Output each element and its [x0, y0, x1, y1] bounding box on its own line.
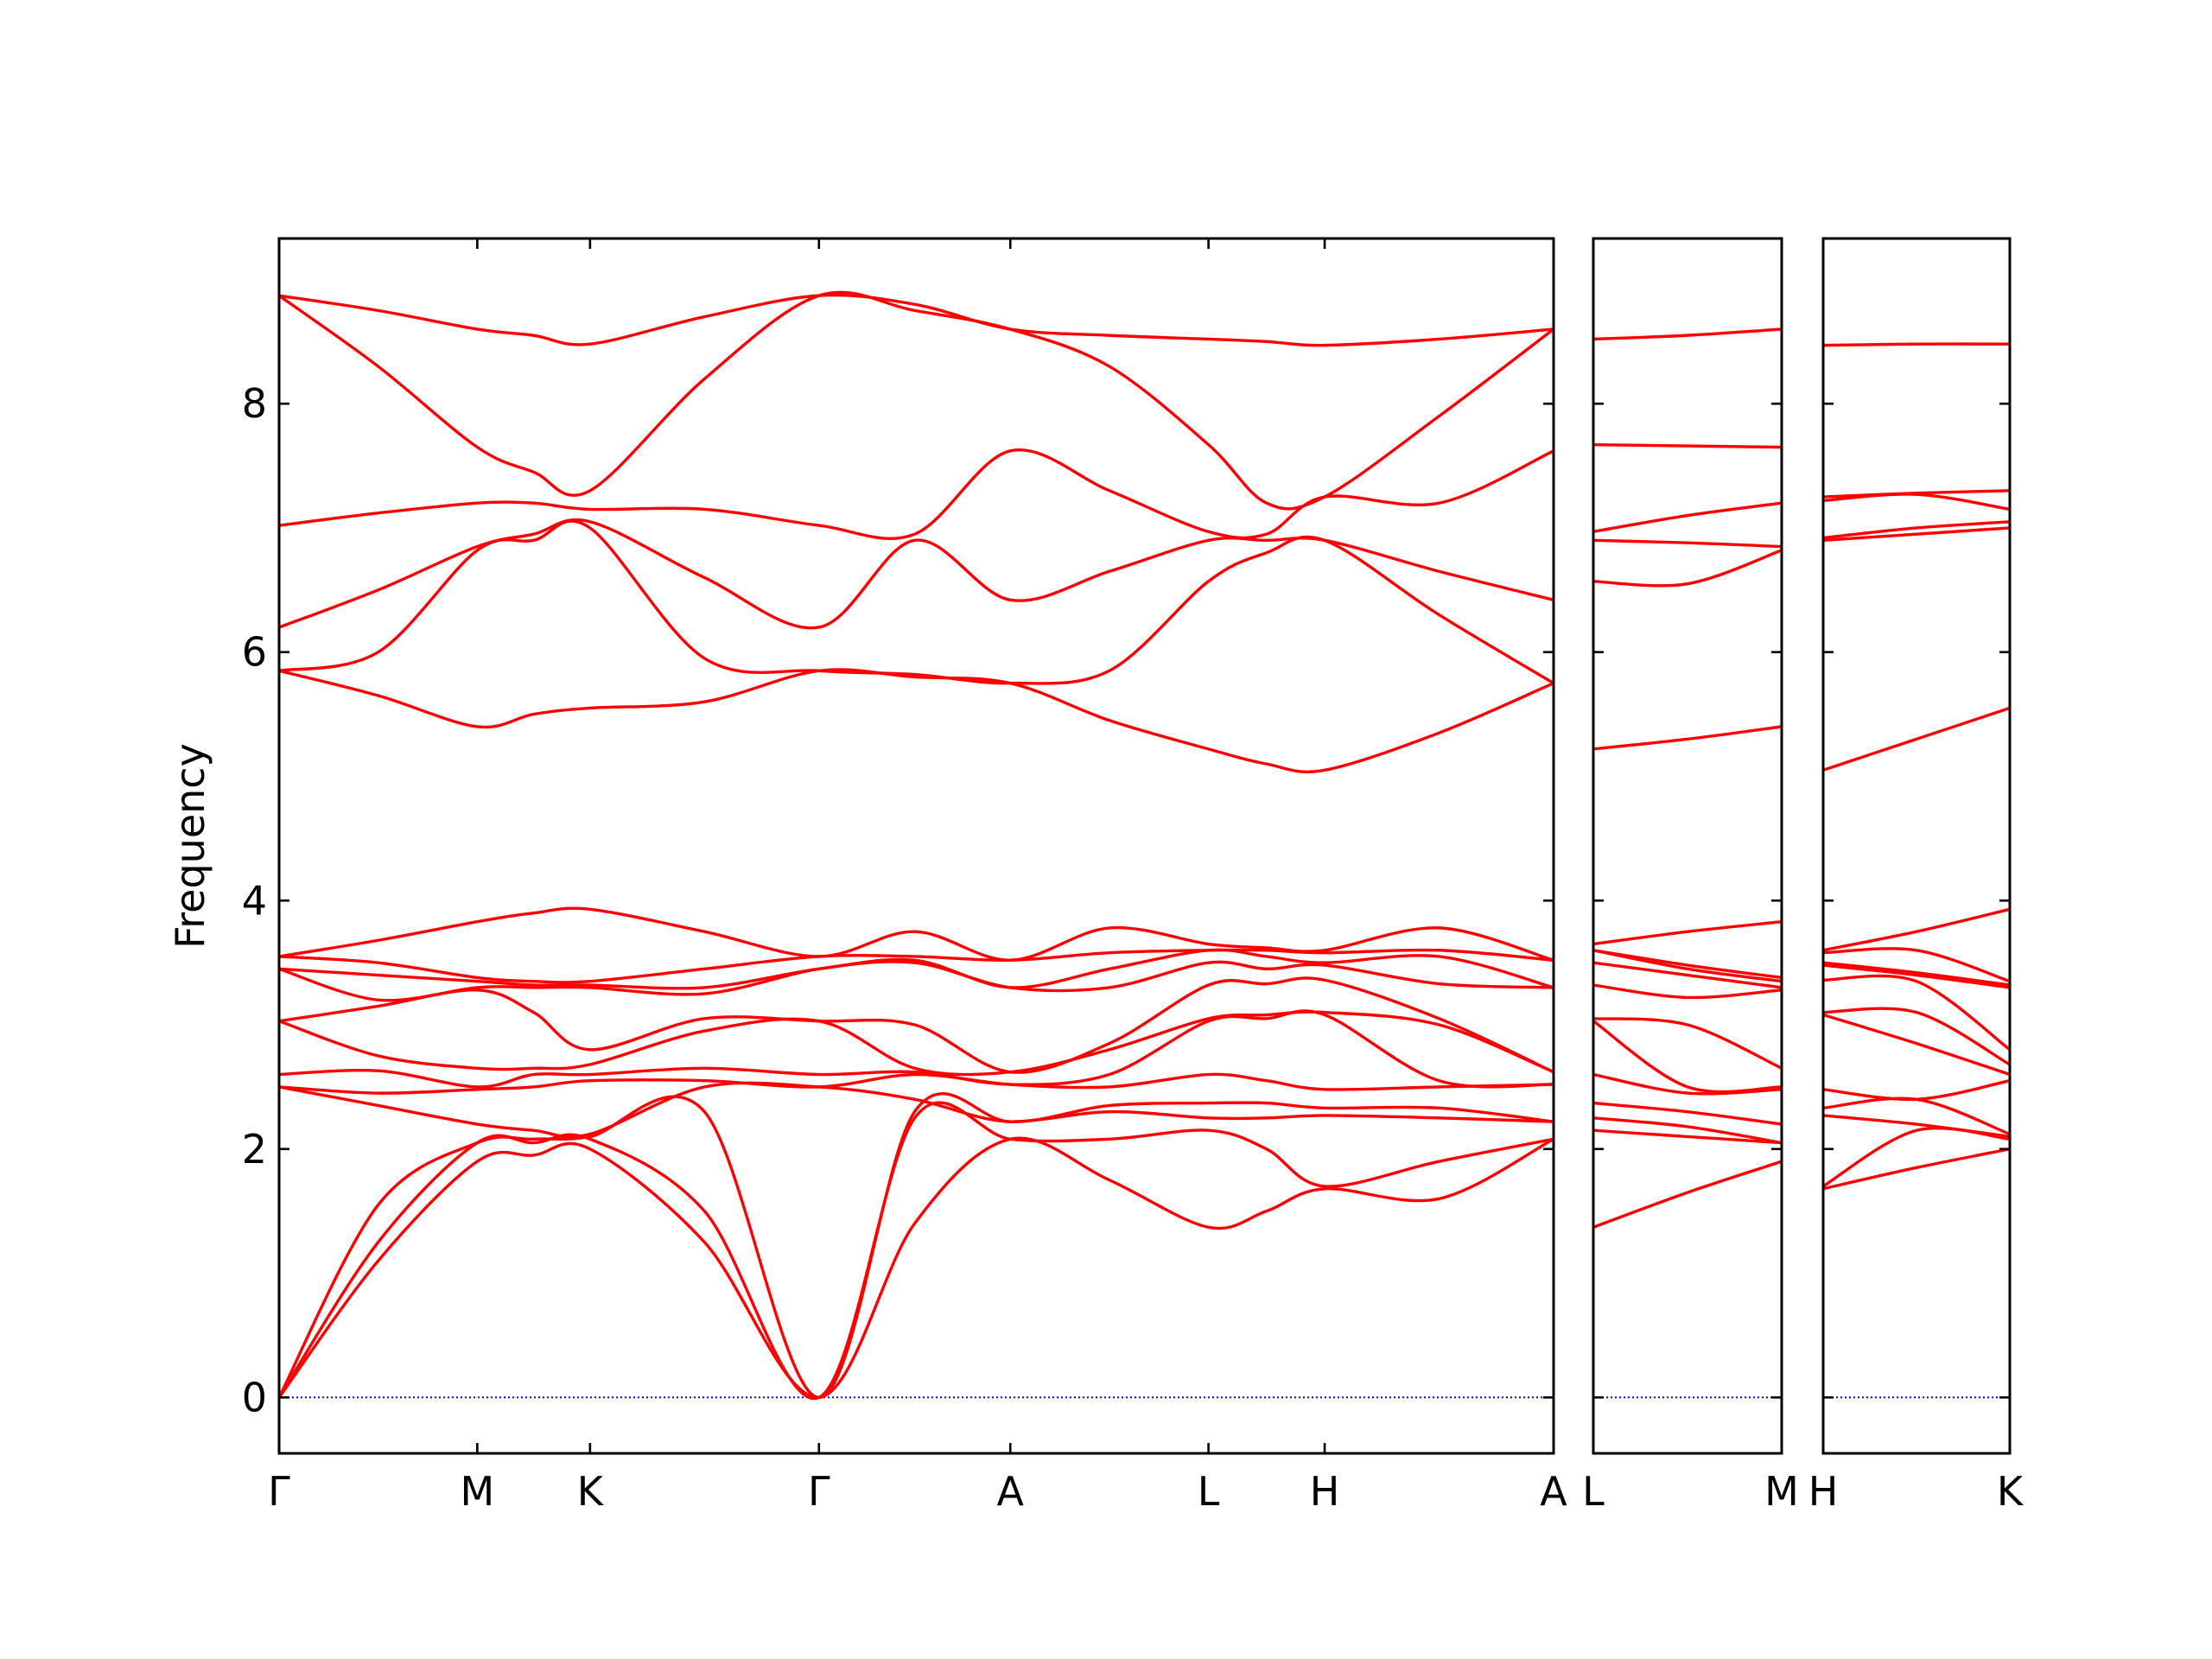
- x-tick-label: Γ: [808, 1468, 830, 1515]
- band-line: [279, 1091, 1554, 1400]
- band-line: [1823, 1007, 2010, 1066]
- y-tick-label: 6: [242, 629, 267, 676]
- band-line: [279, 1081, 1554, 1139]
- band-line: [1593, 961, 1782, 989]
- y-axis-label: Frequency: [167, 743, 213, 949]
- band-line: [1593, 1116, 1782, 1145]
- x-tick-label: L: [1198, 1468, 1220, 1515]
- band-line: [279, 1009, 1554, 1089]
- band-line: [1593, 538, 1782, 549]
- band-line: [1823, 963, 2010, 989]
- band-line: [279, 293, 1554, 347]
- band-line: [279, 906, 1554, 962]
- band-line: [1593, 725, 1782, 751]
- y-tick-label: 0: [242, 1374, 267, 1421]
- band-line: [279, 1136, 1554, 1400]
- y-tick-label: 8: [242, 380, 267, 427]
- axes-frame: [1821, 237, 2012, 1455]
- band-line: [1593, 1128, 1782, 1145]
- band-line: [279, 976, 1554, 1074]
- band-line: [1593, 501, 1782, 533]
- band-line: [279, 948, 1554, 984]
- band-line: [279, 1010, 1554, 1077]
- band-line: [279, 518, 1554, 630]
- x-tick-label: L: [1582, 1468, 1605, 1515]
- band-line: [279, 668, 1554, 773]
- y-tick-label: 4: [242, 877, 267, 924]
- x-tick-label: K: [1997, 1468, 2024, 1515]
- band-line: [1823, 520, 2010, 540]
- band-line: [1593, 442, 1782, 449]
- band-line: [1593, 549, 1782, 588]
- band-line: [1823, 489, 2010, 499]
- band-line: [1823, 1147, 2010, 1191]
- band-line: [1823, 706, 2010, 772]
- band-line: [1593, 327, 1782, 341]
- band-line: [1823, 974, 2010, 1052]
- band-line: [1593, 1072, 1782, 1096]
- band-line: [1593, 1020, 1782, 1094]
- x-tick-label: M: [1764, 1468, 1799, 1515]
- band-line: [1823, 1079, 2010, 1102]
- band-line: [1823, 947, 2010, 983]
- band-line: [279, 948, 1554, 990]
- axes-frame: [1592, 237, 1783, 1455]
- band-line: [1593, 1017, 1782, 1070]
- band-line: [279, 1072, 1554, 1095]
- band-line: [279, 960, 1554, 1002]
- band-line: [1593, 1160, 1782, 1229]
- x-tick-label: M: [461, 1468, 495, 1515]
- x-tick-label: H: [1808, 1468, 1839, 1515]
- band-line: [1593, 1101, 1782, 1126]
- band-line: [1823, 907, 2010, 952]
- y-tick-label: 2: [242, 1126, 267, 1173]
- band-line: [1593, 949, 1782, 980]
- band-line: [279, 290, 1554, 511]
- plot-area: [1823, 342, 2010, 1399]
- band-line: [1823, 961, 2010, 987]
- x-tick-label: H: [1310, 1468, 1340, 1515]
- band-line: [1593, 920, 1782, 946]
- plot-area: [279, 290, 1554, 1401]
- axes-frame: [277, 237, 1555, 1455]
- x-tick-label: A: [997, 1468, 1025, 1515]
- band-line: [1593, 983, 1782, 1000]
- x-tick-label: Γ: [268, 1468, 290, 1515]
- band-line: [1823, 1114, 2010, 1139]
- x-tick-label: K: [577, 1468, 605, 1515]
- band-line: [1823, 1013, 2010, 1077]
- x-tick-label: A: [1540, 1468, 1567, 1515]
- plot-area: [1593, 327, 1782, 1399]
- band-line: [1823, 526, 2010, 543]
- band-line: [1823, 342, 2010, 347]
